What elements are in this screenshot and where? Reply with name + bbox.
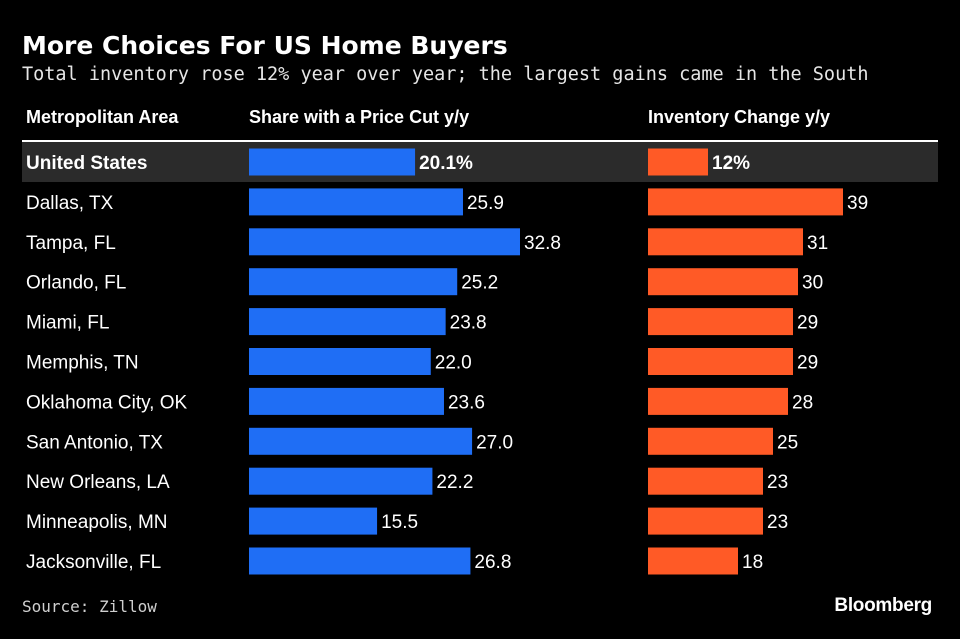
price-cut-value-miami-fl: 23.8: [450, 313, 487, 334]
inventory-value-oklahoma-city-ok: 28: [792, 392, 813, 413]
price-cut-value-new-orleans-la: 22.2: [436, 472, 473, 493]
row-label-oklahoma-city-ok: Oklahoma City, OK: [26, 392, 188, 413]
price-cut-value-tampa-fl: 32.8: [524, 233, 561, 254]
price-cut-bar-memphis-tn: [249, 348, 431, 375]
inventory-bar-san-antonio-tx: [648, 427, 773, 455]
inventory-value-memphis-tn: 29: [797, 353, 818, 374]
inventory-value-jacksonville-fl: 18: [742, 552, 763, 573]
inventory-value-new-orleans-la: 23: [767, 472, 788, 493]
inventory-value-tampa-fl: 31: [807, 233, 828, 254]
column-header-area: Metropolitan Area: [26, 107, 179, 127]
price-cut-value-minneapolis-mn: 15.5: [381, 512, 418, 533]
price-cut-bar-united-states: [249, 148, 416, 176]
row-label-new-orleans-la: New Orleans, LA: [26, 472, 170, 493]
price-cut-bar-new-orleans-la: [249, 467, 433, 495]
inventory-bar-miami-fl: [648, 308, 793, 336]
inventory-bar-united-states: [648, 148, 708, 176]
row-label-memphis-tn: Memphis, TN: [26, 353, 139, 374]
inventory-bar-tampa-fl: [648, 228, 803, 256]
price-cut-bar-minneapolis-mn: [249, 507, 378, 535]
row-label-tampa-fl: Tampa, FL: [26, 233, 116, 254]
row-label-dallas-tx: Dallas, TX: [26, 193, 114, 214]
row-label-minneapolis-mn: Minneapolis, MN: [26, 512, 168, 533]
price-cut-bar-orlando-fl: [249, 268, 458, 296]
inventory-value-san-antonio-tx: 25: [777, 432, 798, 453]
inventory-bar-minneapolis-mn: [648, 507, 763, 535]
price-cut-bar-miami-fl: [249, 308, 446, 336]
inventory-bar-dallas-tx: [648, 188, 843, 216]
inventory-bar-jacksonville-fl: [648, 547, 738, 575]
row-label-orlando-fl: Orlando, FL: [26, 273, 126, 294]
row-label-miami-fl: Miami, FL: [26, 313, 109, 334]
brand-logo: Bloomberg: [834, 595, 932, 616]
price-cut-value-memphis-tn: 22.0: [435, 353, 472, 374]
header-rule: [22, 140, 938, 142]
inventory-value-united-states: 12%: [712, 153, 750, 174]
column-header-inventory: Inventory Change y/y: [648, 107, 831, 127]
inventory-bar-orlando-fl: [648, 268, 798, 296]
price-cut-value-orlando-fl: 25.2: [461, 273, 498, 294]
inventory-bar-new-orleans-la: [648, 467, 763, 495]
chart-title: More Choices For US Home Buyers: [22, 31, 508, 60]
column-header-price-cut: Share with a Price Cut y/y: [249, 107, 470, 127]
price-cut-value-jacksonville-fl: 26.8: [474, 552, 511, 573]
price-cut-value-san-antonio-tx: 27.0: [476, 432, 513, 453]
inventory-value-miami-fl: 29: [797, 313, 818, 334]
inventory-value-minneapolis-mn: 23: [767, 512, 788, 533]
inventory-value-dallas-tx: 39: [847, 193, 868, 214]
row-label-jacksonville-fl: Jacksonville, FL: [26, 552, 161, 573]
inventory-bar-oklahoma-city-ok: [648, 387, 788, 415]
price-cut-value-united-states: 20.1%: [419, 153, 473, 174]
highlight-row-background: [22, 142, 938, 182]
price-cut-bar-san-antonio-tx: [249, 427, 473, 455]
price-cut-bar-dallas-tx: [249, 188, 463, 216]
price-cut-value-oklahoma-city-ok: 23.6: [448, 392, 485, 413]
price-cut-bar-tampa-fl: [249, 228, 520, 256]
price-cut-bar-jacksonville-fl: [249, 547, 471, 575]
price-cut-bar-oklahoma-city-ok: [249, 387, 444, 415]
source-note: Source: Zillow: [22, 597, 157, 616]
inventory-bar-memphis-tn: [648, 348, 793, 375]
inventory-value-orlando-fl: 30: [802, 273, 823, 294]
row-label-united-states: United States: [26, 153, 147, 174]
price-cut-value-dallas-tx: 25.9: [467, 193, 504, 214]
row-label-san-antonio-tx: San Antonio, TX: [26, 432, 163, 453]
chart-subtitle: Total inventory rose 12% year over year;…: [22, 64, 869, 85]
